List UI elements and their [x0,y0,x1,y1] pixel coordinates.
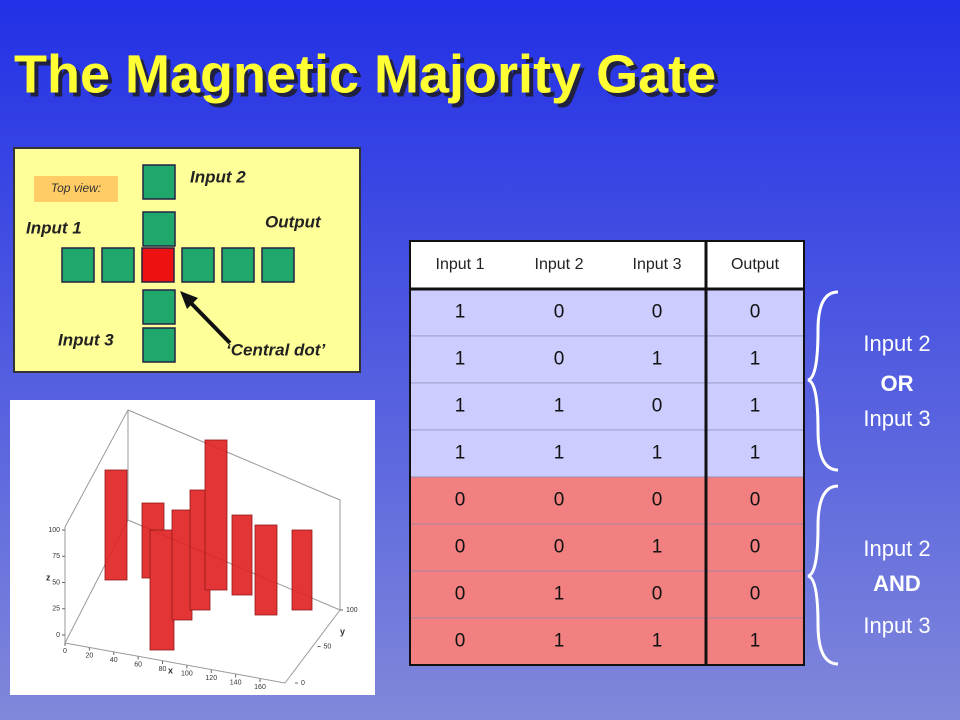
top-view-diagram: Top view: Input 2 Input 1 Output Input 3… [13,147,361,373]
cell: 0 [455,631,466,652]
title-shadow: The Magnetic Majority Gate [18,48,720,108]
cell: 0 [652,584,663,605]
label: Input 2 [190,167,246,186]
cell: 0 [750,490,761,511]
brace-label: Input 3 [863,613,930,638]
cell: 1 [455,443,466,464]
cell: 1 [750,349,761,370]
cell: 0 [554,349,565,370]
cell: 0 [554,302,565,323]
row [409,335,805,384]
cell: 0 [455,490,466,511]
label: Top view: [51,181,101,195]
simulation-plot: 0 25 50 75 100 0 20 40 60 80 100 120 140 160 0 50 100 z x y [10,400,375,695]
cell: 0 [455,584,466,605]
brace-label: Input 2 [863,331,930,356]
cell: 1 [455,349,466,370]
cell: 1 [455,396,466,417]
cell: 1 [554,443,565,464]
z-axis-label: z [46,572,51,582]
row [409,288,805,337]
x-tick-label: 140 [230,679,242,686]
arrow-head [180,291,198,309]
cell: 1 [554,584,565,605]
cell: 1 [750,443,761,464]
cell: 0 [750,302,761,323]
cell: 0 [554,490,565,511]
cell: 1 [652,631,663,652]
x-tick-label: 160 [254,684,266,691]
x-tick-label: 100 [181,670,193,677]
label: Input 3 [58,330,114,349]
z-tick-label: 75 [52,553,60,560]
cell: 0 [750,537,761,558]
row [409,617,805,666]
cell: 1 [652,443,663,464]
brace-label: Input 3 [863,406,930,431]
cell: 0 [652,396,663,417]
z-tick-label: 100 [48,527,60,534]
cell: 0 [750,584,761,605]
z-tick-label: 50 [52,579,60,586]
brace-label: OR [881,371,914,396]
cell: 1 [652,349,663,370]
label: Output [265,212,322,231]
brace [807,484,839,666]
arrow [188,300,232,345]
brace [807,290,839,472]
cell: 0 [455,537,466,558]
cell: 1 [750,631,761,652]
label: ‘Central dot’ [226,340,325,359]
z-tick-label: 0 [56,632,60,639]
table-border [409,240,805,666]
header-cell: Output [731,256,780,273]
cell: 1 [652,537,663,558]
row [409,476,805,525]
x-tick-label: 80 [159,666,167,673]
header-row [410,241,804,289]
x-tick-label: 60 [134,661,142,668]
row [409,382,805,431]
title: The Magnetic Majority Gate [14,44,716,104]
y-tick-label: 100 [346,607,358,614]
x-tick-label: 120 [205,675,217,682]
cell: 1 [554,396,565,417]
label: Input 1 [26,218,82,237]
cell: 1 [455,302,466,323]
label-box [34,176,118,202]
y-tick-label: 50 [324,643,332,650]
y-axis-label: y [340,626,345,636]
header-cell: Input 2 [535,256,584,273]
cell: 0 [652,302,663,323]
x-tick-label: 20 [85,652,93,659]
cell: 1 [554,631,565,652]
row [409,429,805,478]
x-axis-label: x [168,665,173,675]
z-tick-label: 25 [52,606,60,613]
y-tick-label: 0 [301,680,305,687]
brace-labels: Input 2 OR Input 3 Input 2 AND Input 3 [807,290,931,666]
header-cell: Input 3 [633,256,682,273]
cell: 0 [554,537,565,558]
cell: 1 [750,396,761,417]
x-tick-label: 0 [63,648,67,655]
cell: 0 [652,490,663,511]
header-cell: Input 1 [436,256,485,273]
brace-label: Input 2 [863,536,930,561]
spin-bars [104,439,313,651]
truth-table: Input 1 Input 2 Input 3 Output 1 0 0 0 1 0 1 1 1 1 0 1 1… [409,240,805,666]
row [409,570,805,619]
brace-label: AND [873,571,921,596]
x-tick-label: 40 [110,657,118,664]
dots [61,164,295,363]
row [409,523,805,572]
